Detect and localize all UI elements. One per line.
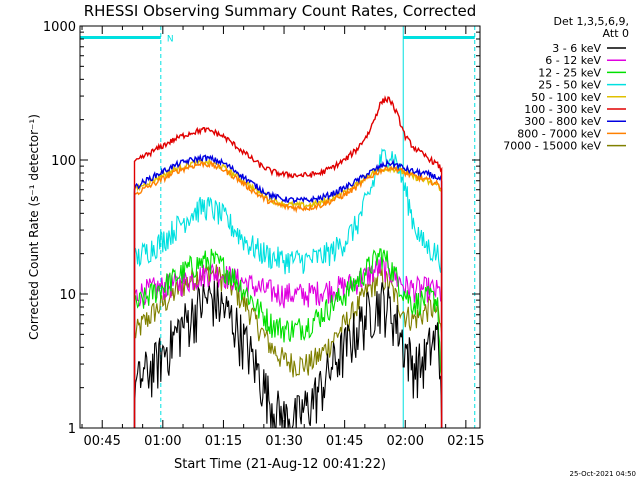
x-tick-label-2: 01:15 [205, 434, 242, 449]
y-tick-label-1: 10 [59, 288, 76, 303]
y-tick-label-2: 100 [51, 154, 76, 169]
legend-label-0: 3 - 6 keV [552, 42, 601, 55]
x-tick-label-1: 01:00 [144, 434, 181, 449]
series-line-8 [133, 263, 443, 428]
annotation-0: N [167, 35, 174, 45]
legend-label-3: 25 - 50 keV [538, 79, 601, 92]
legend-label-8: 7000 - 15000 keV [503, 140, 601, 153]
x-tick-label-6: 02:15 [447, 434, 484, 449]
x-axis: 00:45 01:00 01:15 01:30 01:45 02:00 02:15 [81, 26, 485, 449]
legend-header-0: Det 1,3,5,6,9, [553, 15, 629, 28]
chart-title: RHESSI Observing Summary Count Rates, Co… [84, 2, 477, 20]
legend-label-2: 12 - 25 keV [538, 66, 601, 79]
legend-label-4: 50 - 100 keV [531, 91, 601, 104]
y-tick-label-3: 1000 [43, 20, 76, 35]
x-tick-label-0: 00:45 [83, 434, 120, 449]
legend-label-7: 800 - 7000 keV [517, 127, 601, 140]
series-line-2 [133, 248, 443, 428]
annotation-layer: N [167, 35, 174, 45]
x-tick-label-4: 01:45 [326, 434, 363, 449]
legend-label-6: 300 - 800 keV [524, 115, 601, 128]
x-axis-label: Start Time (21-Aug-12 00:41:22) [174, 457, 386, 472]
series-line-5 [133, 95, 443, 428]
legend-header-1: Att 0 [603, 27, 629, 40]
plot-frame [79, 25, 481, 429]
y-tick-label-0: 1 [68, 422, 76, 437]
series-line-7 [133, 160, 443, 428]
legend-label-5: 100 - 300 keV [524, 103, 601, 116]
timestamp-label: 25-Oct-2021 04:50 [570, 470, 636, 478]
series-line-1 [133, 256, 443, 428]
x-tick-label-5: 02:00 [387, 434, 424, 449]
series-line-6 [133, 153, 443, 428]
y-axis-label: Corrected Count Rate (s⁻¹ detector⁻¹) [27, 114, 41, 340]
legend-label-1: 6 - 12 keV [545, 54, 601, 67]
y-axis: 1 10 100 1000 [43, 20, 480, 437]
x-tick-label-3: 01:30 [265, 434, 302, 449]
series-line-3 [133, 148, 443, 428]
